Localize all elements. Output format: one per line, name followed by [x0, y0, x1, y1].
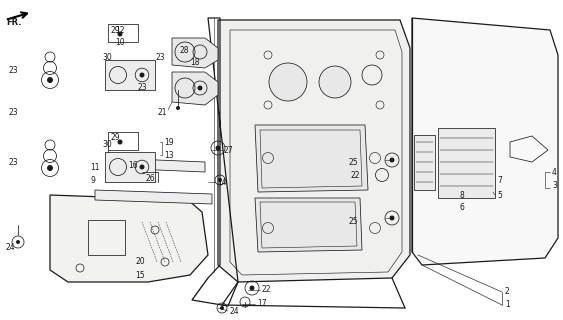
- Text: 22: 22: [262, 285, 271, 294]
- Circle shape: [216, 146, 221, 150]
- Text: 23: 23: [138, 84, 148, 92]
- Polygon shape: [218, 20, 410, 282]
- Circle shape: [140, 164, 145, 170]
- Text: 24: 24: [5, 244, 15, 252]
- Polygon shape: [255, 198, 362, 252]
- Text: FR.: FR.: [6, 18, 21, 27]
- Text: 29: 29: [110, 26, 119, 35]
- Text: 29: 29: [110, 133, 119, 142]
- Text: 21: 21: [158, 108, 168, 116]
- Circle shape: [16, 240, 20, 244]
- Text: 4: 4: [552, 167, 557, 177]
- Text: 27: 27: [224, 146, 234, 155]
- Text: 23: 23: [8, 108, 17, 116]
- Polygon shape: [412, 18, 558, 265]
- Text: 18: 18: [190, 58, 199, 67]
- Circle shape: [198, 85, 203, 91]
- Bar: [108, 24, 138, 42]
- Circle shape: [390, 157, 395, 163]
- Text: 15: 15: [135, 270, 145, 279]
- Circle shape: [47, 77, 53, 83]
- Text: 26: 26: [146, 173, 155, 182]
- Circle shape: [118, 140, 123, 145]
- Text: 2: 2: [505, 287, 510, 297]
- Circle shape: [47, 165, 53, 171]
- Text: 14: 14: [217, 178, 227, 187]
- Circle shape: [319, 66, 351, 98]
- Circle shape: [218, 178, 222, 182]
- Text: 25: 25: [348, 218, 358, 227]
- Polygon shape: [255, 125, 368, 192]
- Circle shape: [249, 285, 254, 291]
- Text: 12: 12: [115, 26, 124, 35]
- Polygon shape: [105, 152, 155, 182]
- Text: 11: 11: [90, 164, 100, 172]
- Polygon shape: [105, 60, 155, 90]
- Text: 30: 30: [102, 52, 111, 61]
- Circle shape: [390, 215, 395, 220]
- Text: 19: 19: [164, 138, 173, 147]
- Circle shape: [269, 63, 307, 101]
- Text: 8: 8: [460, 190, 464, 199]
- Text: 30: 30: [102, 140, 111, 148]
- Text: 10: 10: [115, 37, 124, 46]
- Text: 25: 25: [348, 157, 358, 166]
- Text: 17: 17: [257, 300, 267, 308]
- Polygon shape: [95, 190, 212, 204]
- Polygon shape: [172, 72, 218, 105]
- Text: 13: 13: [164, 150, 173, 159]
- Text: 22: 22: [351, 172, 360, 180]
- Text: 20: 20: [135, 258, 145, 267]
- Text: 16: 16: [128, 161, 137, 170]
- Text: 5: 5: [497, 190, 502, 199]
- Text: 24: 24: [230, 307, 240, 316]
- Text: 7: 7: [497, 175, 502, 185]
- Polygon shape: [414, 135, 435, 190]
- Bar: [108, 132, 138, 150]
- Polygon shape: [50, 195, 208, 282]
- Circle shape: [140, 73, 145, 77]
- Polygon shape: [110, 158, 205, 172]
- Text: 9: 9: [90, 175, 95, 185]
- Circle shape: [220, 306, 224, 310]
- Text: 1: 1: [505, 300, 510, 309]
- Polygon shape: [438, 128, 495, 198]
- Text: 23: 23: [156, 52, 166, 61]
- Polygon shape: [172, 38, 218, 68]
- Text: 6: 6: [460, 204, 465, 212]
- Text: 23: 23: [8, 157, 17, 166]
- Text: 3: 3: [552, 180, 557, 189]
- Circle shape: [176, 106, 180, 110]
- Circle shape: [118, 31, 123, 36]
- Text: 23: 23: [8, 66, 17, 75]
- Text: 28: 28: [180, 45, 190, 54]
